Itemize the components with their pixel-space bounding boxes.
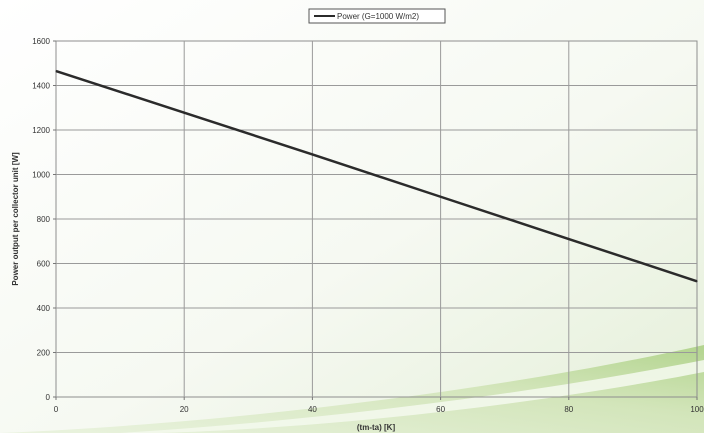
y-tick-label: 200: [37, 349, 51, 358]
y-tick-label: 1000: [32, 171, 50, 180]
legend: Power (G=1000 W/m2): [309, 9, 445, 23]
data-point: [696, 281, 697, 282]
y-tick-label: 1400: [32, 82, 50, 91]
y-tick-label: 600: [37, 260, 51, 269]
legend-label: Power (G=1000 W/m2): [337, 12, 419, 21]
y-tick-label: 1200: [32, 126, 50, 135]
x-tick-label: 60: [436, 405, 445, 414]
y-tick-label: 800: [37, 215, 51, 224]
data-point: [184, 112, 185, 113]
data-point: [440, 196, 441, 197]
x-tick-label: 20: [180, 405, 189, 414]
x-tick-label: 80: [564, 405, 573, 414]
x-tick-label: 100: [690, 405, 704, 414]
y-tick-label: 0: [46, 393, 51, 402]
data-point: [568, 238, 569, 239]
y-axis-title: Power output per collector unit [W]: [11, 152, 20, 286]
x-axis-title: (tm-ta) [K]: [357, 423, 396, 432]
x-tick-label: 40: [308, 405, 317, 414]
data-point: [55, 70, 56, 71]
x-tick-label: 0: [54, 405, 59, 414]
y-tick-label: 400: [37, 304, 51, 313]
data-point: [312, 154, 313, 155]
y-tick-label: 1600: [32, 37, 50, 46]
